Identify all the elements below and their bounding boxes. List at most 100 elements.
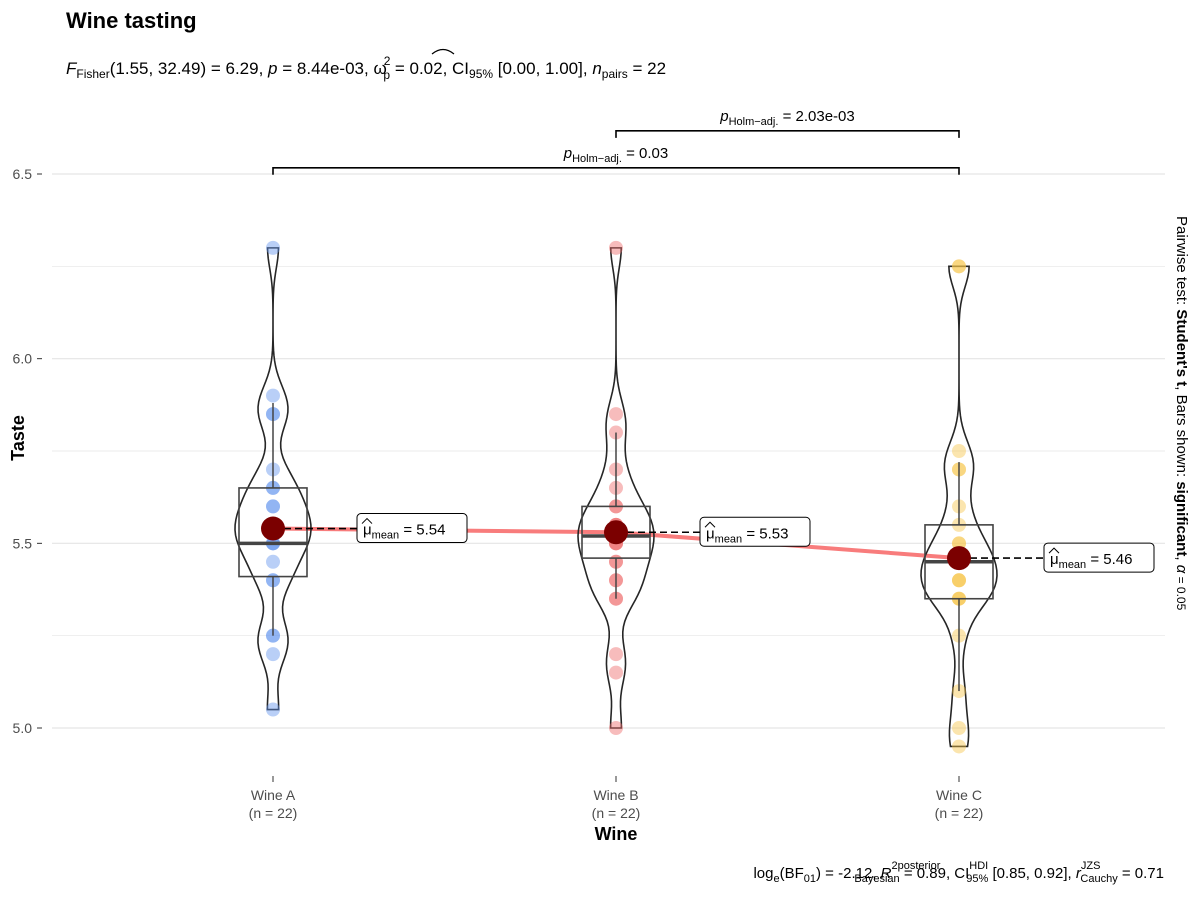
comparison-sub: Holm−adj.	[729, 116, 779, 128]
mean-point	[604, 520, 628, 545]
caption-log-sub: e	[773, 873, 779, 885]
caption-ci-val: [0.85, 0.92],	[988, 865, 1076, 882]
subtitle-omega-val: = 0.02, CI	[390, 59, 469, 78]
side-note-part5: ,	[1173, 556, 1190, 564]
mu-hat	[1048, 547, 1060, 554]
caption-log: log	[753, 865, 773, 882]
subtitle-ci-val: [0.00, 1.00],	[493, 59, 592, 78]
data-point	[609, 721, 623, 735]
caption-r-sub: Bayesian	[854, 873, 899, 885]
subtitle-omega-sup: 2	[384, 54, 391, 68]
caption-r-sup: 2	[891, 860, 897, 872]
x-axis: Wine A (n = 22) Wine B (n = 22) Wine C (n = 2…	[249, 776, 983, 821]
y-tick-label: 5.5	[13, 535, 33, 551]
caption-bf-val: ) = -2.12,	[816, 865, 881, 882]
mean-label-box	[356, 513, 468, 544]
subtitle-omega-sub: p	[383, 68, 390, 82]
y-tick-label: 6.5	[13, 166, 33, 182]
violin-2	[577, 247, 655, 729]
x-tick-label: Wine B	[593, 787, 638, 803]
caption-rc: r	[1076, 865, 1082, 882]
comparison-value: = 2.03e-03	[778, 108, 854, 125]
data-point	[266, 388, 280, 403]
subtitle-ci-sub: 95%	[469, 67, 493, 81]
data-point	[952, 573, 966, 588]
caption-rc-val: = 0.71	[1118, 865, 1164, 882]
x-tick-count: (n = 22)	[592, 805, 641, 821]
mean-label: μmean = 5.54	[363, 522, 445, 542]
x-tick-count: (n = 22)	[249, 805, 298, 821]
comparison-label: pHolm−adj. = 2.03e-03	[719, 108, 854, 128]
data-point	[952, 444, 966, 458]
subtitle-n: n	[592, 59, 601, 78]
chart-subtitle: FFisher(1.55, 32.49) = 6.29, p = 8.44e-0…	[66, 54, 666, 82]
mean-label-mu: μ	[363, 522, 372, 539]
mean-label-sub: mean	[1059, 559, 1087, 571]
y-tick-label: 5.0	[13, 720, 33, 736]
violin-1	[234, 247, 312, 711]
data-point	[266, 702, 280, 717]
data-point	[266, 647, 280, 662]
mean-label-mu: μ	[706, 525, 715, 542]
data-point	[266, 499, 280, 514]
x-axis-title: Wine	[595, 824, 638, 844]
caption-r-val: = 0.89, CI	[900, 865, 970, 882]
box	[238, 487, 308, 578]
y-axis: 5.0 5.5 6.0 6.5	[13, 166, 42, 736]
caption-r: R	[881, 865, 892, 882]
side-note-part7: = 0.05	[1174, 573, 1188, 610]
comparison-value: = 0.03	[622, 145, 668, 162]
mean-point	[947, 546, 971, 571]
mean-label-value: = 5.46	[1086, 551, 1132, 568]
caption-r-sup2: posterior	[898, 860, 941, 872]
mean-point	[261, 516, 285, 541]
comparison-sub: Holm−adj.	[572, 153, 622, 165]
data-point	[952, 259, 966, 274]
subtitle-df: (1.55, 32.49) = 6.29,	[110, 59, 268, 78]
data-point	[952, 573, 966, 588]
data-point	[609, 407, 623, 422]
mu-hat	[361, 517, 373, 524]
side-note-part4: significant	[1173, 481, 1190, 556]
data-point	[609, 665, 623, 680]
side-note-part2: Student's t	[1173, 309, 1190, 386]
mean-label-sub: mean	[715, 533, 743, 545]
subtitle-f-sub: Fisher	[76, 67, 109, 81]
comparison-p: p	[719, 108, 728, 125]
data-point	[266, 554, 280, 569]
comparison-bracket	[272, 166, 960, 175]
caption-ci-sub: 95%	[966, 873, 988, 885]
subtitle-p-val: = 8.44e-03,	[278, 59, 374, 78]
data-point	[952, 739, 966, 754]
mean-label-sub: mean	[372, 530, 400, 542]
mean-label-box	[1043, 542, 1155, 573]
subtitle-n-sub: pairs	[602, 67, 628, 81]
side-note: Pairwise test: Student's t, Bars shown: …	[1173, 216, 1190, 611]
mu-hat	[704, 521, 716, 528]
x-tick-label: Wine C	[936, 787, 982, 803]
mean-label-mu: μ	[1050, 551, 1059, 568]
mean-label-value: = 5.54	[399, 522, 445, 539]
data-point	[609, 240, 623, 255]
x-tick-label: Wine A	[251, 787, 296, 803]
data-point	[952, 259, 966, 274]
mean-label-box	[699, 516, 811, 547]
chart-title: Wine tasting	[66, 8, 197, 33]
y-tick-label: 6.0	[13, 351, 33, 367]
subtitle-f: F	[66, 59, 78, 78]
mean-label-value: = 5.53	[742, 525, 788, 542]
side-note-part6: α	[1173, 565, 1190, 574]
data-point	[952, 573, 966, 588]
subtitle-p: p	[267, 59, 277, 78]
mean-label: μmean = 5.46	[1050, 551, 1132, 571]
y-axis-title: Taste	[8, 415, 28, 461]
caption-rc-sub: Cauchy	[1080, 873, 1118, 885]
caption-rc-sup: JZS	[1081, 860, 1101, 872]
mean-label: μmean = 5.53	[706, 525, 788, 545]
side-note-part1: Pairwise test:	[1173, 216, 1190, 309]
data-point	[952, 721, 966, 735]
boxplots	[238, 402, 994, 692]
subtitle-omega: ω	[373, 59, 386, 78]
